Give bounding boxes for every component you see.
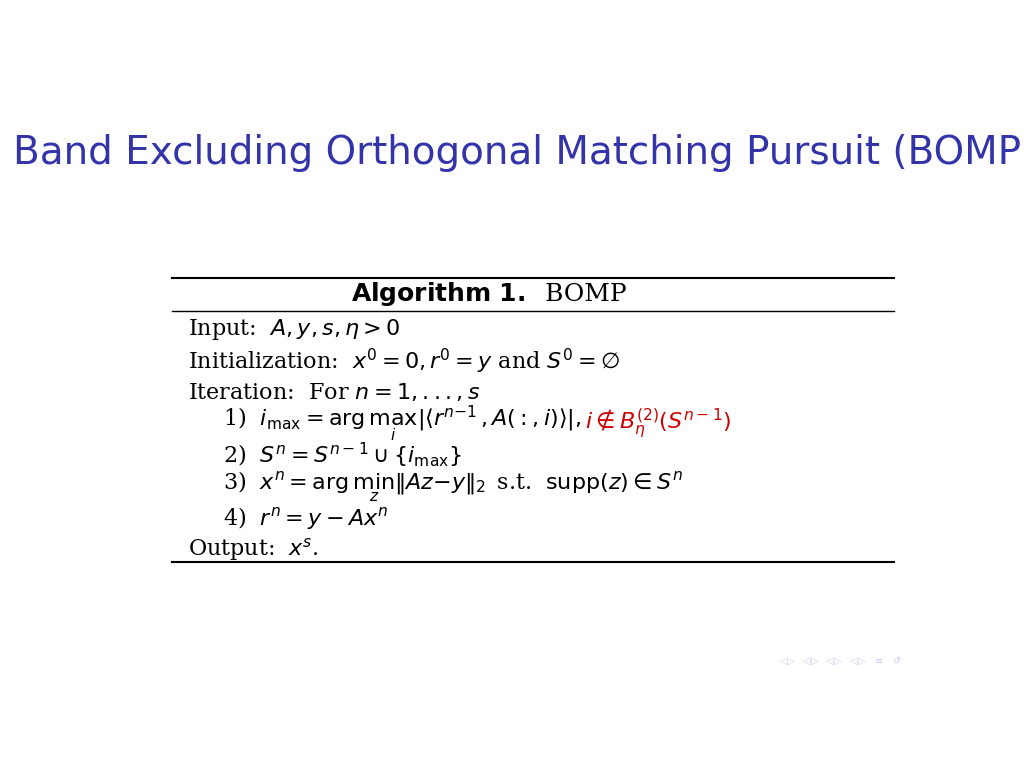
Text: Iteration:  For $n = 1, ..., s$: Iteration: For $n = 1, ..., s$ <box>187 382 480 403</box>
Text: Input:  $A, y, s, \eta > 0$: Input: $A, y, s, \eta > 0$ <box>187 317 400 343</box>
Text: 4)  $r^n = y - Ax^n$: 4) $r^n = y - Ax^n$ <box>223 505 389 531</box>
Text: Band Excluding Orthogonal Matching Pursuit (BOMP): Band Excluding Orthogonal Matching Pursu… <box>13 134 1024 171</box>
Text: $\mathbf{Algorithm\ 1.}$: $\mathbf{Algorithm\ 1.}$ <box>351 280 524 309</box>
Text: 1)  $i_{\mathrm{max}} = \arg\max_i |\langle r^{n-1}, A(:,i)\rangle|,\;$: 1) $i_{\mathrm{max}} = \arg\max_i |\lang… <box>223 404 582 444</box>
Text: $\lhd\!\rhd$  $\lhd\!\rhd$  $\lhd\!\rhd$  $\lhd\!\rhd$  $\equiv$  $\circlearrowl: $\lhd\!\rhd$ $\lhd\!\rhd$ $\lhd\!\rhd$ $… <box>778 656 902 667</box>
Text: Initialization:  $x^0 = 0, r^0 = y$ and $S^0 = \emptyset$: Initialization: $x^0 = 0, r^0 = y$ and $… <box>187 346 620 376</box>
Text: 2)  $S^n = S^{n-1} \cup \{i_{\mathrm{max}}\}$: 2) $S^n = S^{n-1} \cup \{i_{\mathrm{max}… <box>223 441 462 470</box>
Text: Output:  $x^s$.: Output: $x^s$. <box>187 536 318 563</box>
Text: BOMP: BOMP <box>528 283 627 306</box>
Text: 3)  $x^n = \arg\min_z \|Az - y\|_2$ s.t.  $\mathrm{supp}(z) \in S^n$: 3) $x^n = \arg\min_z \|Az - y\|_2$ s.t. … <box>223 469 683 504</box>
Text: $i \notin B_{\eta}^{(2)}(S^{n-1})$: $i \notin B_{\eta}^{(2)}(S^{n-1})$ <box>586 407 731 441</box>
